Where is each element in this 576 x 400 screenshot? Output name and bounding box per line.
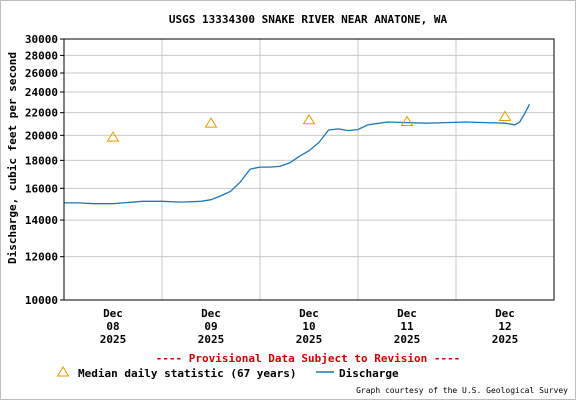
y-tick-label: 16000 xyxy=(25,182,58,195)
credit-text: Graph courtesy of the U.S. Geological Su… xyxy=(356,386,568,395)
plot-series xyxy=(64,103,531,205)
legend: Median daily statistic (67 years) Discha… xyxy=(56,366,399,380)
median-markers xyxy=(106,110,512,142)
plot-border xyxy=(63,38,555,301)
y-tick-label: 28000 xyxy=(25,49,58,62)
grid-lines xyxy=(64,38,554,301)
x-tick-label: Dec xyxy=(299,307,319,320)
y-axis-label: Discharge, cubic feet per second xyxy=(6,52,19,264)
provisional-notice: ---- Provisional Data Subject to Revisio… xyxy=(156,352,461,365)
median-marker xyxy=(498,110,512,121)
discharge-series-line xyxy=(64,103,531,205)
x-tick-label: 2025 xyxy=(394,333,421,346)
chart-title: USGS 13334300 SNAKE RIVER NEAR ANATONE, … xyxy=(169,13,448,26)
x-tick-label: 12 xyxy=(498,320,511,333)
x-tick-label: Dec xyxy=(397,307,417,320)
median-marker xyxy=(400,115,414,126)
legend-median-label: Median daily statistic (67 years) xyxy=(78,367,297,380)
legend-discharge-label: Discharge xyxy=(339,367,399,380)
x-tick-label: 2025 xyxy=(198,333,225,346)
x-tick-label: 10 xyxy=(302,320,315,333)
y-tick-label: 26000 xyxy=(25,67,58,80)
median-marker xyxy=(302,113,316,125)
x-tick-label: 2025 xyxy=(100,333,127,346)
y-tick-label: 10000 xyxy=(25,294,58,307)
x-tick-label: Dec xyxy=(495,307,515,320)
y-axis-ticks: 10000 12000 14000 16000 18000 20000 22000 24000… xyxy=(25,33,64,307)
legend-median-triangle-icon xyxy=(56,366,70,377)
y-tick-label: 30000 xyxy=(25,33,58,46)
median-marker xyxy=(106,131,120,142)
y-tick-label: 22000 xyxy=(25,107,58,120)
y-tick-label: 20000 xyxy=(25,129,58,142)
y-tick-label: 14000 xyxy=(25,214,58,227)
y-tick-label: 24000 xyxy=(25,86,58,99)
y-tick-label: 18000 xyxy=(25,154,58,167)
y-tick-label: 12000 xyxy=(25,251,58,264)
x-tick-label: Dec xyxy=(103,307,123,320)
x-tick-label: Dec xyxy=(201,307,221,320)
median-marker xyxy=(204,117,218,128)
x-tick-label: 11 xyxy=(400,320,414,333)
x-axis-ticks: Dec082025Dec092025Dec102025Dec112025Dec1… xyxy=(100,307,519,346)
x-tick-label: 08 xyxy=(106,320,119,333)
x-tick-label: 09 xyxy=(204,320,217,333)
x-tick-label: 2025 xyxy=(492,333,519,346)
x-tick-label: 2025 xyxy=(296,333,323,346)
